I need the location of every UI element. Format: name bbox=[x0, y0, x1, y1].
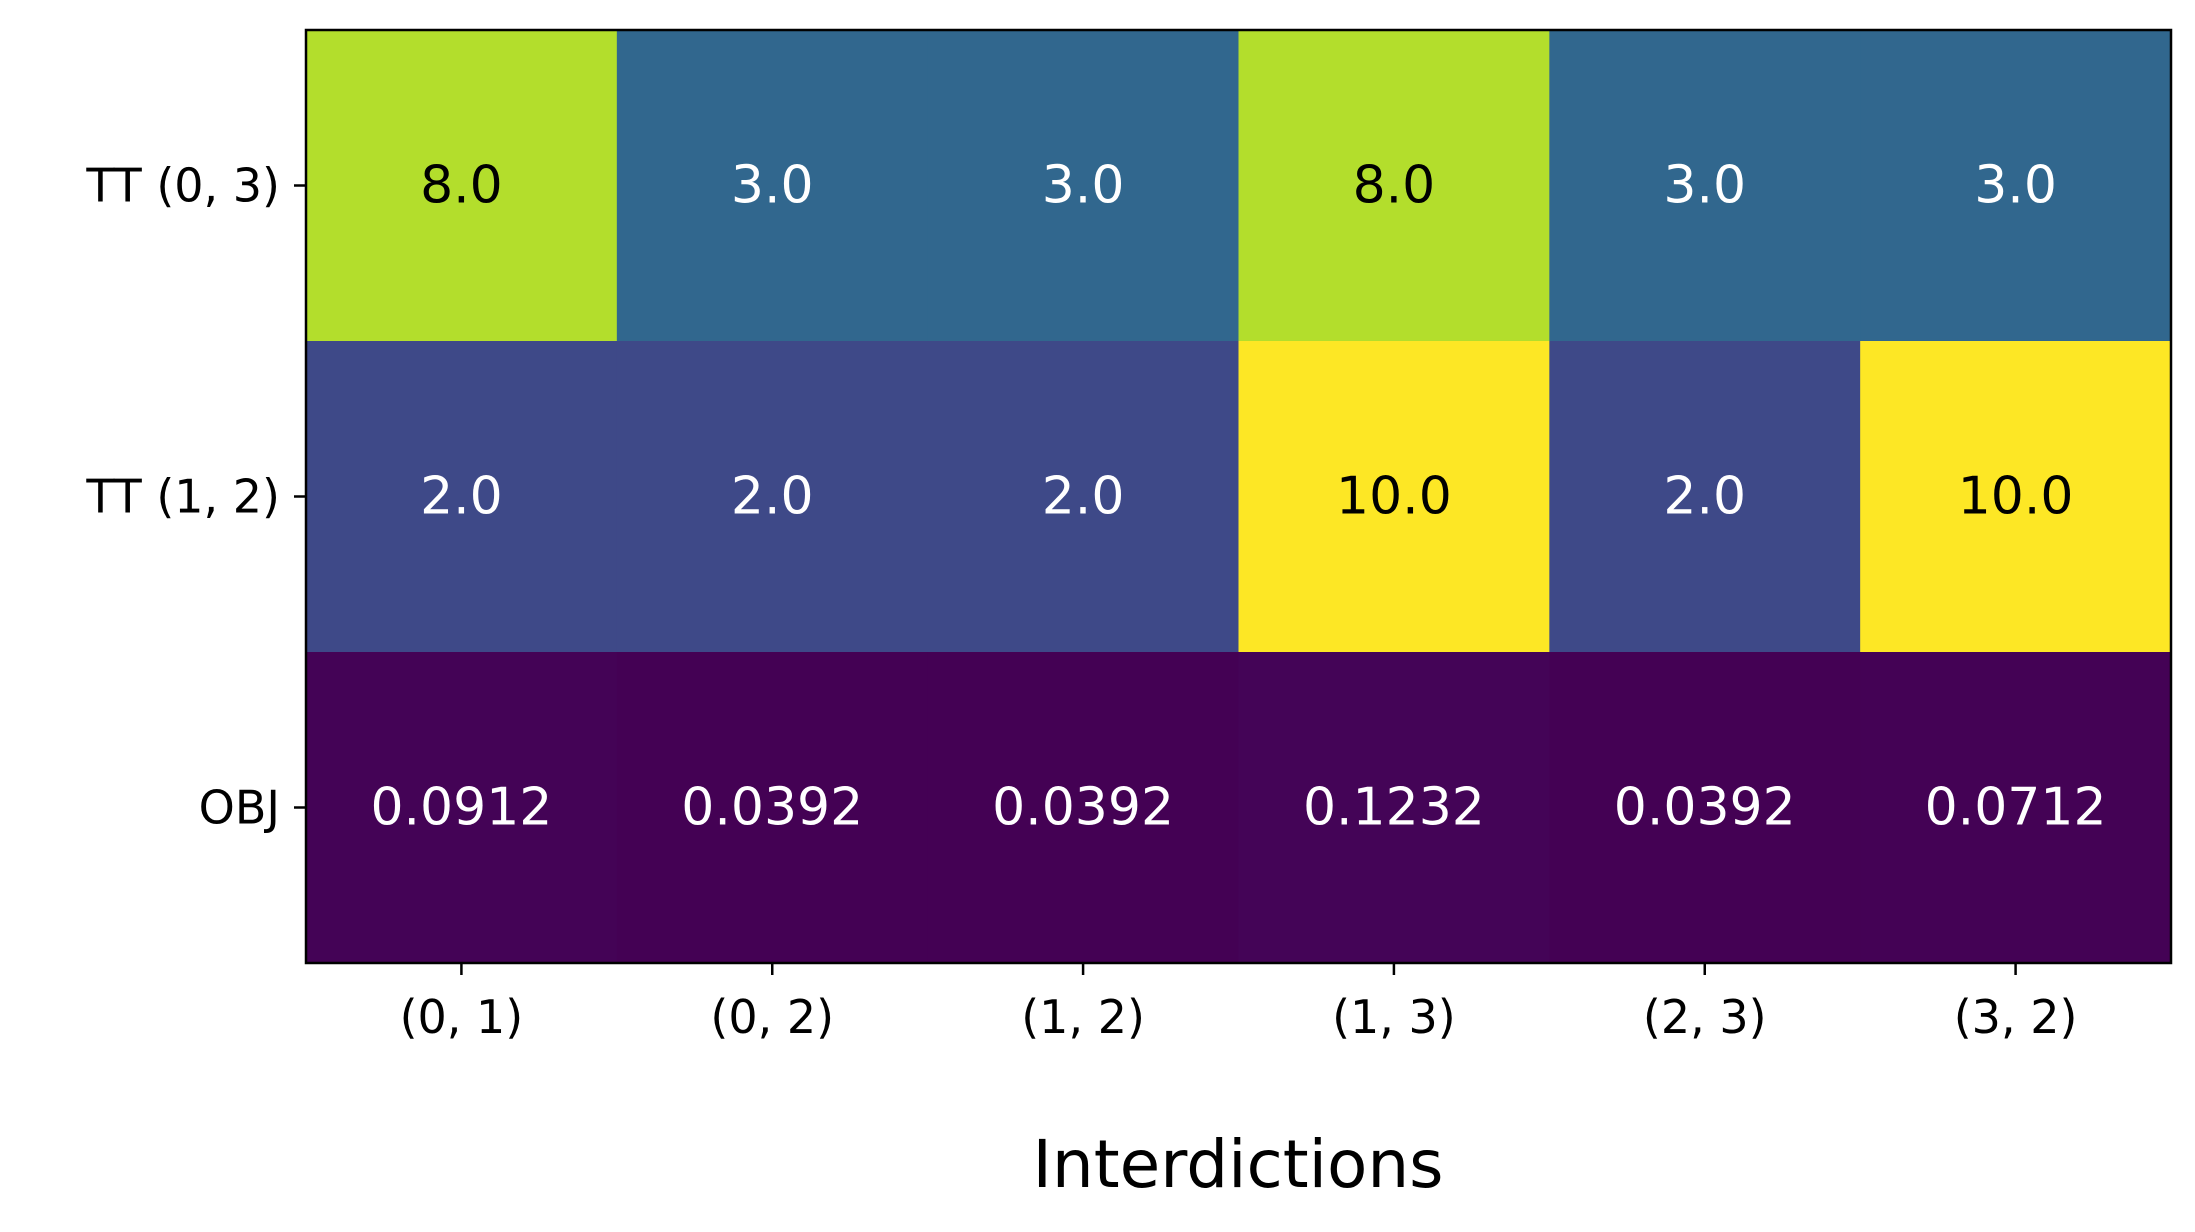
heatmap-cell bbox=[616, 341, 929, 653]
heatmap-cell bbox=[616, 652, 929, 964]
heatmap-cell bbox=[1238, 652, 1550, 964]
x-tick-label: (3, 2) bbox=[1954, 990, 2078, 1044]
heatmap-cell bbox=[306, 652, 618, 964]
cell-value-label: 3.0 bbox=[1042, 156, 1125, 216]
x-tick-label: (0, 1) bbox=[400, 990, 524, 1044]
cell-value-label: 0.0712 bbox=[1925, 778, 2107, 838]
cell-value-label: 0.0392 bbox=[1614, 778, 1796, 838]
x-tick-label: (0, 2) bbox=[710, 990, 834, 1044]
heatmap-cell bbox=[1549, 341, 1861, 653]
heatmap-cell bbox=[306, 30, 618, 342]
cell-value-label: 3.0 bbox=[1663, 156, 1746, 216]
x-tick-label: (1, 3) bbox=[1332, 990, 1456, 1044]
heatmap-cell bbox=[306, 341, 618, 653]
cell-value-label: 3.0 bbox=[731, 156, 814, 216]
cell-value-label: 2.0 bbox=[1663, 467, 1746, 527]
cell-value-label: 3.0 bbox=[1974, 156, 2057, 216]
cell-value-label: 2.0 bbox=[731, 467, 814, 527]
heatmap-cells bbox=[306, 30, 2172, 964]
x-tick-label: (1, 2) bbox=[1021, 990, 1145, 1044]
heatmap-cell bbox=[616, 30, 929, 342]
cell-value-label: 2.0 bbox=[1042, 467, 1125, 527]
cell-value-label: 0.0392 bbox=[681, 778, 863, 838]
cell-value-label: 8.0 bbox=[1353, 156, 1436, 216]
heatmap-cell bbox=[927, 30, 1240, 342]
cell-value-label: 8.0 bbox=[420, 156, 503, 216]
heatmap-cell bbox=[927, 652, 1240, 964]
heatmap-cell bbox=[1549, 652, 1861, 964]
x-axis-title: Interdictions bbox=[1032, 1126, 1443, 1203]
x-tick-label: (2, 3) bbox=[1643, 990, 1767, 1044]
cell-value-label: 0.0392 bbox=[992, 778, 1174, 838]
heatmap-cell bbox=[1860, 341, 2172, 653]
heatmap-cell-labels: 8.0 3.0 3.0 8.0 3.0 3.0 2.0 2.0 2.0 10.0 2.0 10.0 0.… bbox=[370, 156, 2106, 838]
cell-value-label: 10.0 bbox=[1336, 467, 1452, 527]
cell-value-label: 10.0 bbox=[1958, 467, 2074, 527]
heatmap-cell bbox=[1238, 30, 1550, 342]
y-tick-label: OBJ bbox=[199, 781, 280, 835]
y-tick-label: TT (1, 2) bbox=[85, 470, 280, 524]
heatmap-cell bbox=[1238, 341, 1550, 653]
cell-value-label: 0.0912 bbox=[370, 778, 552, 838]
heatmap-cell bbox=[1860, 652, 2172, 964]
heatmap-cell bbox=[1860, 30, 2172, 342]
cell-value-label: 0.1232 bbox=[1303, 778, 1485, 838]
y-tick-label: TT (0, 3) bbox=[85, 159, 280, 213]
x-axis-ticks: (0, 1) (0, 2) (1, 2) (1, 3) (2, 3) (3, 2) bbox=[400, 963, 2078, 1044]
cell-value-label: 2.0 bbox=[420, 467, 503, 527]
y-axis-ticks: TT (0, 3) TT (1, 2) OBJ bbox=[85, 159, 306, 835]
heatmap-cell bbox=[927, 341, 1240, 653]
heatmap-cell bbox=[1549, 30, 1861, 342]
